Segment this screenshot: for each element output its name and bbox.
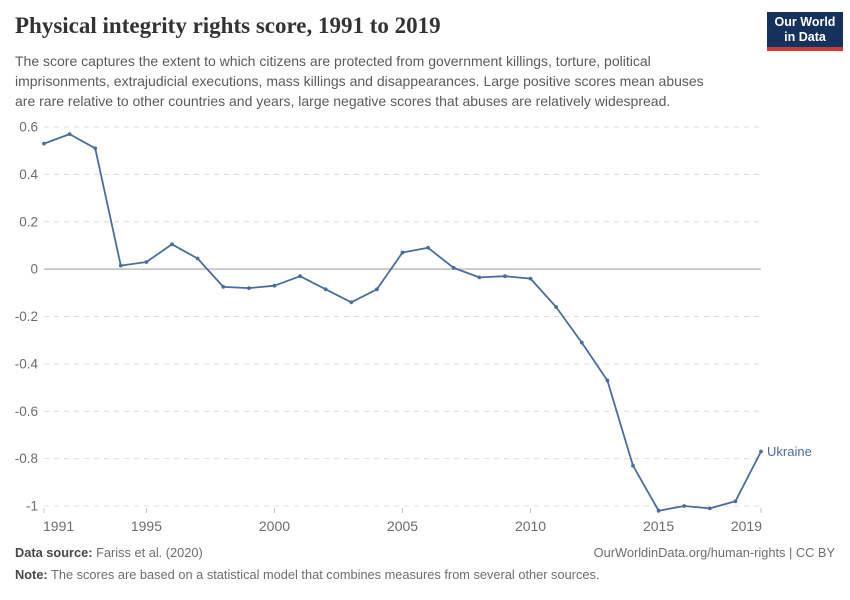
data-point[interactable] bbox=[707, 506, 712, 511]
data-point[interactable] bbox=[733, 499, 738, 504]
data-point[interactable] bbox=[656, 508, 661, 513]
owid-logo-text: Our World in Data bbox=[767, 12, 843, 47]
x-axis-tick-label: 2015 bbox=[643, 518, 674, 534]
attribution-link[interactable]: OurWorldinData.org/human-rights | CC BY bbox=[593, 545, 835, 560]
y-axis-tick-label: -0.6 bbox=[15, 404, 38, 419]
data-point[interactable] bbox=[42, 141, 46, 146]
data-point[interactable] bbox=[528, 276, 533, 281]
subtitle-line: The score captures the extent to which c… bbox=[15, 53, 651, 69]
y-axis-tick-label: 0 bbox=[30, 262, 38, 277]
data-point[interactable] bbox=[323, 287, 328, 292]
data-point[interactable] bbox=[221, 285, 226, 289]
subtitle-line: are rare relative to other countries and… bbox=[15, 93, 671, 109]
data-point[interactable] bbox=[554, 305, 558, 309]
data-point[interactable] bbox=[682, 504, 687, 508]
x-axis-tick-label: 2010 bbox=[515, 518, 546, 534]
subtitle-line: imprisonments, extrajudicial executions,… bbox=[15, 73, 704, 89]
x-axis-tick-label: 2005 bbox=[387, 518, 418, 534]
logo-red-stripe bbox=[767, 47, 843, 51]
page-title: Physical integrity rights score, 1991 to… bbox=[15, 13, 441, 38]
data-point[interactable] bbox=[400, 250, 405, 255]
y-axis-tick-label: -1 bbox=[26, 499, 38, 514]
data-point[interactable] bbox=[247, 286, 251, 290]
chart-subtitle: The score captures the extent to which c… bbox=[15, 51, 704, 111]
chart-footer: Data source: Fariss et al. (2020) OurWor… bbox=[15, 545, 835, 583]
chart-note: Note: The scores are based on a statisti… bbox=[15, 567, 835, 583]
data-point[interactable] bbox=[451, 266, 456, 270]
data-point[interactable] bbox=[605, 378, 610, 383]
data-point[interactable] bbox=[67, 132, 72, 137]
data-point[interactable] bbox=[631, 463, 635, 468]
x-axis-tick-label: 1991 bbox=[43, 518, 74, 534]
owid-logo[interactable]: Our World in Data bbox=[767, 12, 843, 51]
data-point[interactable] bbox=[93, 146, 98, 151]
note-value: The scores are based on a statistical mo… bbox=[51, 567, 600, 582]
series-line-ukraine[interactable] bbox=[43, 133, 762, 512]
y-axis-tick-label: -0.4 bbox=[15, 356, 39, 371]
x-axis-tick-label: 2019 bbox=[731, 518, 762, 534]
data-point[interactable] bbox=[118, 263, 123, 268]
data-point[interactable] bbox=[272, 283, 277, 288]
data-point[interactable] bbox=[375, 287, 379, 292]
data-source-value: Fariss et al. (2020) bbox=[96, 545, 203, 560]
data-point[interactable] bbox=[195, 256, 200, 261]
data-point[interactable] bbox=[426, 245, 430, 250]
y-axis-tick-label: 0.2 bbox=[19, 214, 38, 229]
logo-text-line1: Our World bbox=[774, 15, 836, 29]
y-axis-tick-label: -0.8 bbox=[15, 451, 38, 466]
data-point[interactable] bbox=[298, 274, 302, 279]
data-point[interactable] bbox=[144, 260, 149, 264]
x-axis-tick-label: 1995 bbox=[131, 518, 162, 534]
data-point[interactable] bbox=[349, 300, 354, 305]
data-point[interactable] bbox=[759, 449, 763, 454]
y-axis-tick-label: 0.6 bbox=[19, 120, 38, 135]
y-axis-tick-label: -0.2 bbox=[15, 309, 38, 324]
series-end-label[interactable]: Ukraine bbox=[767, 444, 812, 459]
data-source: Data source: Fariss et al. (2020) bbox=[15, 545, 203, 561]
data-point[interactable] bbox=[503, 274, 507, 279]
x-axis-tick-label: 2000 bbox=[259, 518, 290, 534]
note-label: Note: bbox=[15, 567, 48, 582]
logo-text-line2: in Data bbox=[784, 30, 826, 44]
data-source-label: Data source: bbox=[15, 545, 93, 560]
data-point[interactable] bbox=[579, 340, 584, 345]
y-axis-tick-label: 0.4 bbox=[19, 167, 38, 182]
data-point[interactable] bbox=[170, 242, 174, 247]
data-point[interactable] bbox=[477, 275, 482, 280]
